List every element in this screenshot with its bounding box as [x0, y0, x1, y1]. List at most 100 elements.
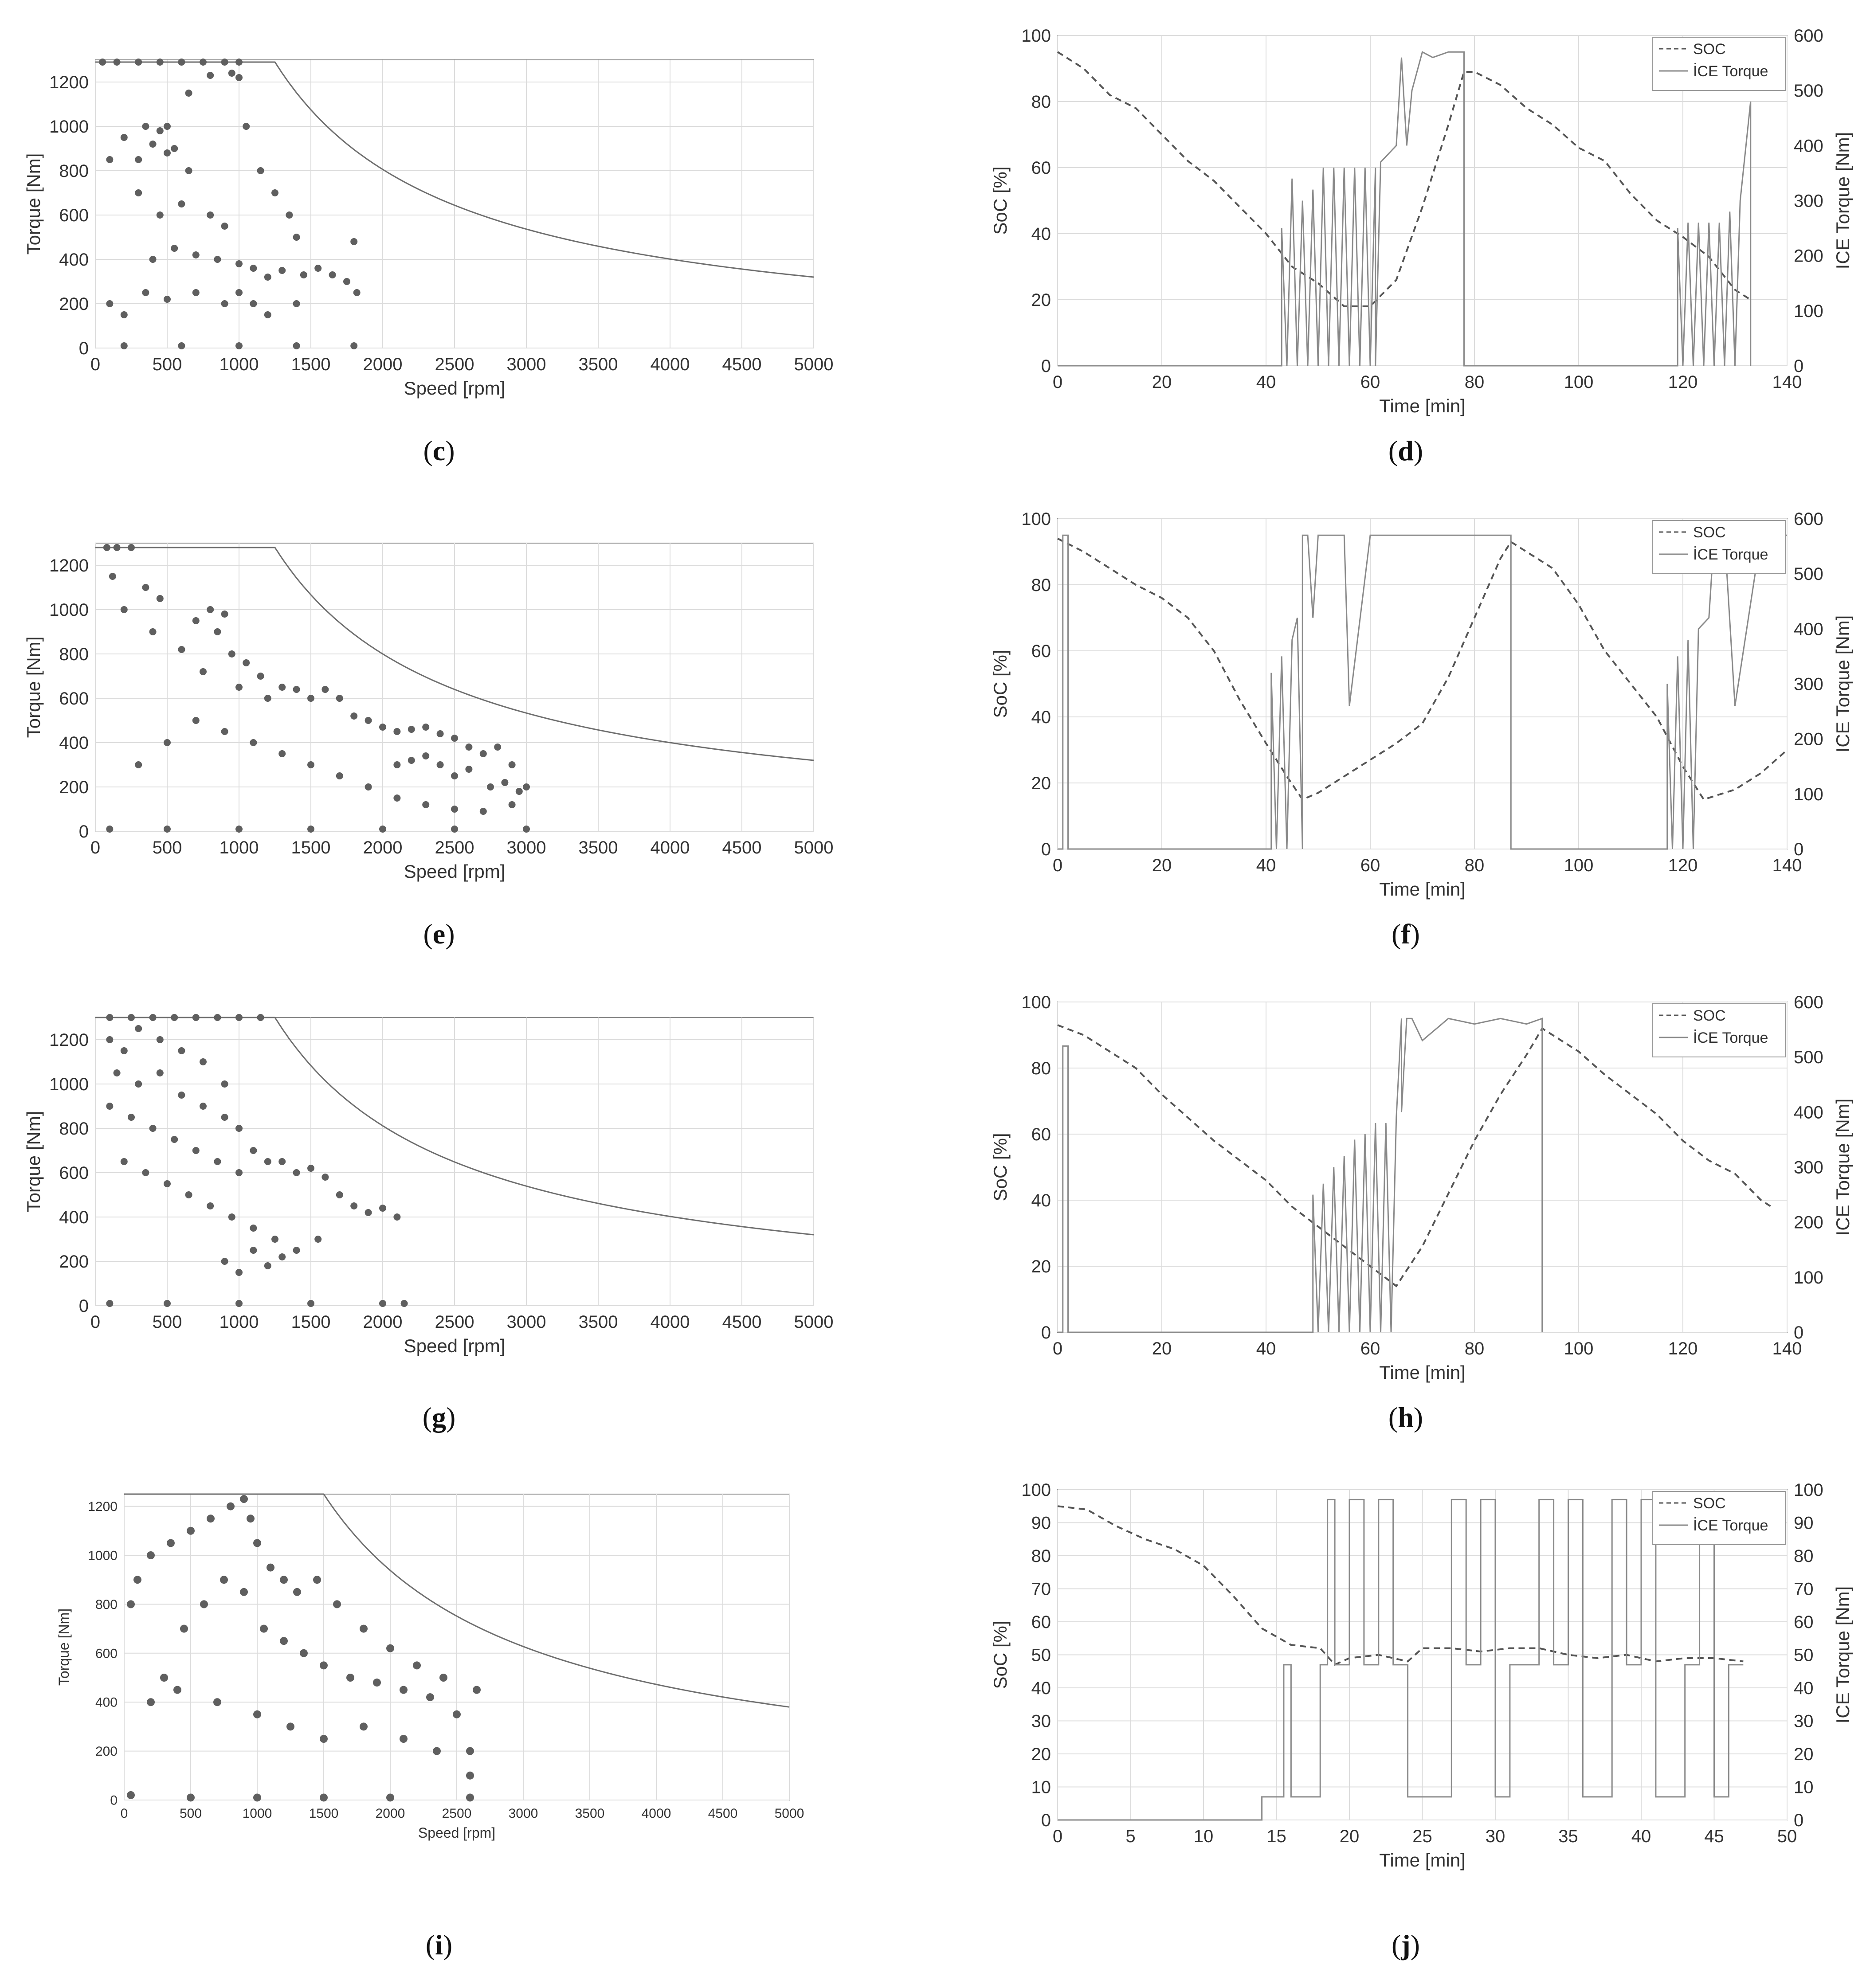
operating-point	[271, 189, 278, 196]
x-tick-label: 0	[90, 355, 100, 374]
operating-point	[426, 1693, 434, 1702]
x-axis-label: Speed [rpm]	[418, 1825, 495, 1841]
operating-point	[379, 826, 386, 833]
y-tick-label: 20	[1031, 1745, 1051, 1764]
panel-j: 0 5 10 15 20 25 30 35 40 45 50 0 10 20 30 40 50 60 70 80 90 1…	[980, 1472, 1853, 1884]
operating-point	[257, 1014, 264, 1021]
operating-point	[207, 1202, 214, 1209]
operating-point	[300, 1649, 308, 1657]
caption-e: (e)	[423, 918, 455, 950]
max-torque-limit-curve	[95, 1017, 814, 1236]
operating-point	[200, 1058, 207, 1065]
operating-point	[400, 1300, 408, 1307]
operating-point	[253, 1539, 261, 1547]
operating-point	[235, 1169, 243, 1176]
operating-point	[393, 1213, 401, 1221]
y2-tick-label: 600	[1794, 26, 1823, 46]
y-tick-label: 0	[79, 1296, 89, 1316]
operating-point	[479, 750, 487, 757]
operating-point	[156, 127, 164, 134]
operating-point	[433, 1747, 441, 1755]
operating-point	[171, 1136, 178, 1143]
operating-point	[243, 123, 250, 130]
operating-point	[235, 59, 243, 66]
y-tick-label: 40	[1031, 708, 1051, 727]
x-tick-label: 2000	[376, 1806, 405, 1821]
x-tick-label: 4000	[651, 838, 690, 857]
operating-point	[220, 1576, 228, 1584]
operating-point	[321, 1174, 329, 1181]
operating-point	[149, 256, 157, 263]
operating-point	[164, 1300, 171, 1307]
y-tick-label: 80	[1031, 1059, 1051, 1078]
operating-point	[307, 826, 314, 833]
x-tick-label: 20	[1152, 1339, 1172, 1358]
operating-point	[400, 1735, 408, 1743]
y2-tick-label: 400	[1794, 1103, 1823, 1122]
legend-label: İCE Torque	[1693, 63, 1768, 80]
y-tick-label: 20	[1031, 290, 1051, 310]
operating-point	[321, 686, 329, 693]
operating-point	[353, 289, 361, 296]
chart-j: 0 5 10 15 20 25 30 35 40 45 5001020304050607080901…	[990, 1480, 1853, 1871]
operating-point	[451, 735, 458, 742]
operating-point	[156, 1036, 164, 1043]
operating-point	[106, 156, 114, 163]
x-tick-label: 3500	[579, 838, 618, 857]
y2-axis-label: ICE Torque [Nm]	[1832, 132, 1853, 270]
y2-tick-label: 20	[1794, 1745, 1814, 1764]
operating-point	[221, 728, 228, 735]
operating-point	[120, 1158, 128, 1165]
y-tick-label: 200	[59, 778, 89, 797]
y-tick-label: 800	[59, 645, 89, 664]
panel-g: 0 500 1000 1500 2000 2500 3000 3500 4000 4500 5000…	[18, 998, 851, 1388]
panel-c: 0 500 1000 1500 2000 2500 3000 3500 4000 4500 5000…	[18, 40, 851, 430]
x-tick-label: 100	[1564, 1339, 1594, 1358]
operating-point	[453, 1710, 461, 1718]
operating-point	[436, 761, 444, 768]
y-tick-label: 1000	[49, 600, 89, 620]
legend-box	[1652, 1491, 1786, 1545]
operating-point	[250, 1147, 257, 1154]
y2-axis-label: ICE Torque [Nm]	[1832, 1586, 1853, 1724]
operating-point	[307, 695, 314, 702]
x-axis-label: Time [min]	[1379, 1850, 1465, 1871]
y-tick-label: 40	[1031, 1191, 1051, 1210]
x-axis-label: Speed [rpm]	[404, 378, 506, 399]
y-tick-label: 400	[95, 1695, 118, 1710]
y-tick-label: 100	[1021, 509, 1051, 529]
y-tick-label: 40	[1031, 224, 1051, 244]
legend-label: İCE Torque	[1693, 546, 1768, 563]
operating-point	[473, 1686, 481, 1694]
y2-tick-label: 0	[1794, 840, 1803, 859]
x-tick-label: 120	[1668, 1339, 1698, 1358]
operating-point	[164, 149, 171, 157]
caption-c: (c)	[423, 435, 455, 466]
y-tick-label: 100	[1021, 993, 1051, 1012]
operating-point	[350, 342, 358, 349]
operating-point	[200, 1600, 208, 1608]
operating-point	[250, 1225, 257, 1232]
operating-point	[386, 1793, 394, 1802]
y-tick-label: 0	[1041, 356, 1051, 376]
y-tick-label: 200	[59, 294, 89, 314]
operating-point	[171, 145, 178, 152]
operating-point	[235, 74, 243, 81]
x-tick-label: 40	[1256, 856, 1276, 875]
operating-point	[149, 141, 157, 148]
soc-series-line	[1057, 1024, 1772, 1288]
operating-point	[192, 1147, 200, 1154]
operating-point	[192, 717, 200, 724]
operating-point	[365, 783, 372, 791]
operating-point	[253, 1710, 261, 1718]
x-tick-label: 3500	[579, 1312, 618, 1332]
y2-tick-label: 60	[1794, 1612, 1814, 1632]
operating-point	[235, 684, 243, 691]
x-tick-label: 45	[1704, 1827, 1724, 1846]
operating-point	[501, 779, 509, 786]
y-tick-label: 1200	[49, 73, 89, 92]
operating-point	[221, 1258, 228, 1265]
operating-point	[147, 1698, 155, 1706]
operating-point	[240, 1588, 248, 1596]
